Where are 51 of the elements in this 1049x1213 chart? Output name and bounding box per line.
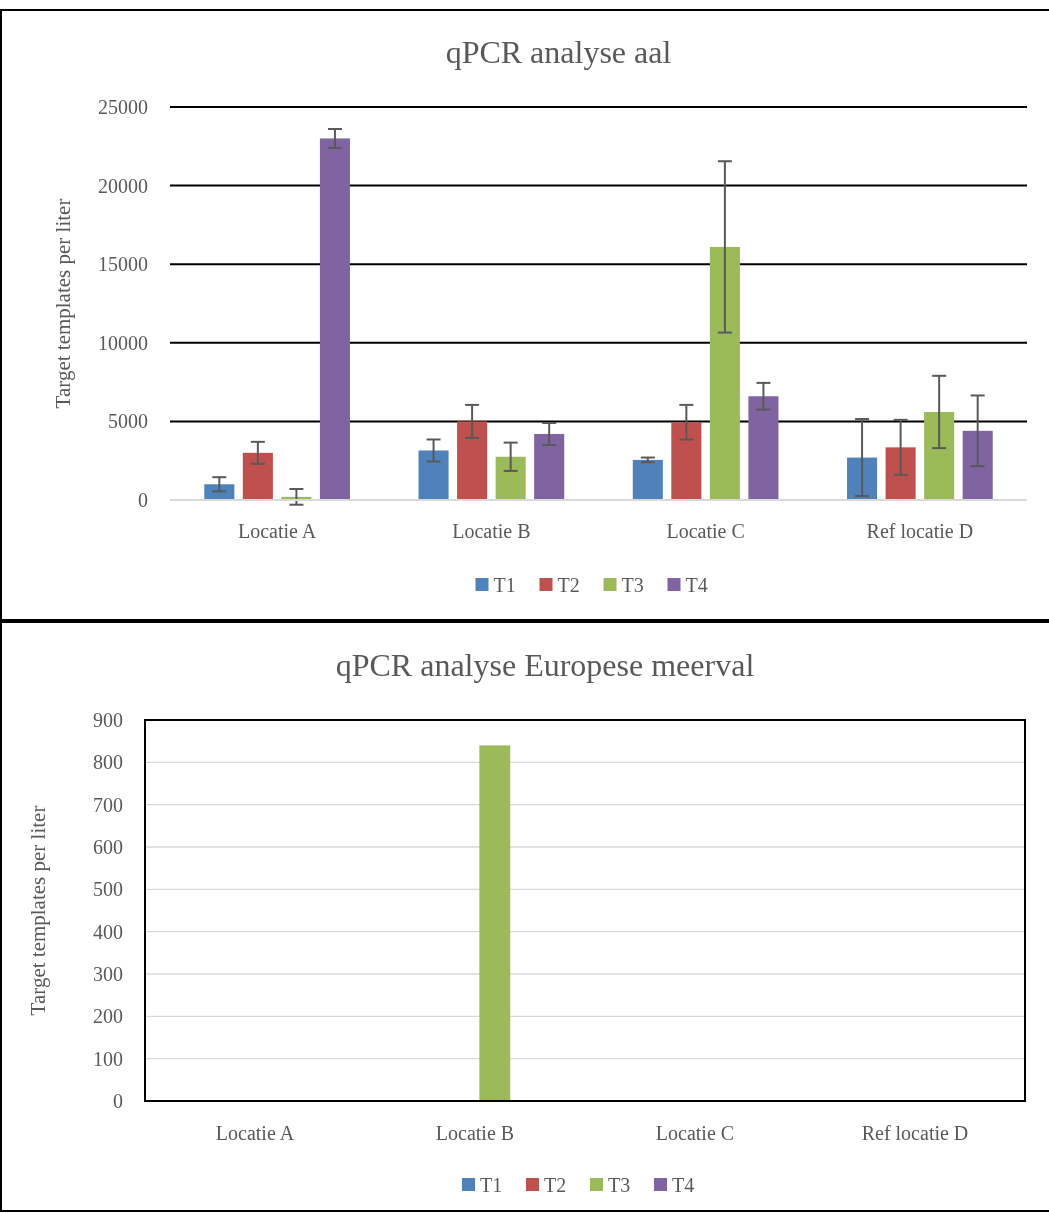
y-axis-title: Target templates per liter [26,805,50,1016]
bar [242,452,273,500]
y-tick-label: 700 [93,793,123,816]
bar [534,433,565,500]
x-tick-label: Locatie A [215,1122,295,1144]
legend-label: T1 [480,1174,503,1196]
bar [319,138,350,500]
legend-label: T2 [557,574,580,596]
y-tick-label: 200 [93,1005,123,1028]
y-tick-label: 25000 [98,96,148,118]
bar [709,246,740,500]
y-tick-label: 5000 [108,410,148,433]
y-tick-label: 20000 [98,174,148,197]
bar [671,422,702,500]
y-tick-label: 100 [93,1047,123,1070]
x-tick-label: Locatie C [666,520,745,542]
y-tick-label: 400 [93,920,123,943]
bar [847,457,878,500]
legend-label: T3 [621,574,644,596]
bar [885,447,916,500]
y-tick-label: 0 [113,1090,123,1112]
bar [204,484,235,500]
legend-label: T4 [685,574,708,596]
legend-label: T1 [493,574,516,596]
y-tick-label: 300 [93,963,123,985]
x-tick-label: Locatie C [655,1122,735,1144]
bar [457,421,488,500]
legend-label: T2 [544,1174,567,1196]
y-tick-label: 600 [93,836,123,858]
bar [962,430,993,500]
bar [495,456,526,500]
y-axis-title: Target templates per liter [51,198,75,409]
bar [748,396,779,500]
x-tick-label: Ref locatie D [866,520,974,542]
x-tick-label: Locatie B [452,520,531,542]
legend-label: T4 [672,1174,695,1196]
bar [418,450,449,500]
y-tick-label: 15000 [98,253,148,276]
legend-label: T3 [608,1174,631,1196]
y-tick-label: 800 [93,751,123,774]
x-tick-label: Locatie B [435,1122,515,1144]
x-tick-label: Ref locatie D [861,1122,969,1144]
y-tick-label: 500 [93,878,123,901]
bar [924,411,955,500]
y-tick-label: 900 [93,709,123,731]
x-tick-label: Locatie A [237,520,317,542]
y-tick-label: 0 [138,489,148,511]
chart-title: qPCR analyse Europese meerval [335,647,755,683]
chart-title: qPCR analyse aal [445,34,672,70]
bar [632,459,663,500]
y-tick-label: 10000 [98,331,148,354]
